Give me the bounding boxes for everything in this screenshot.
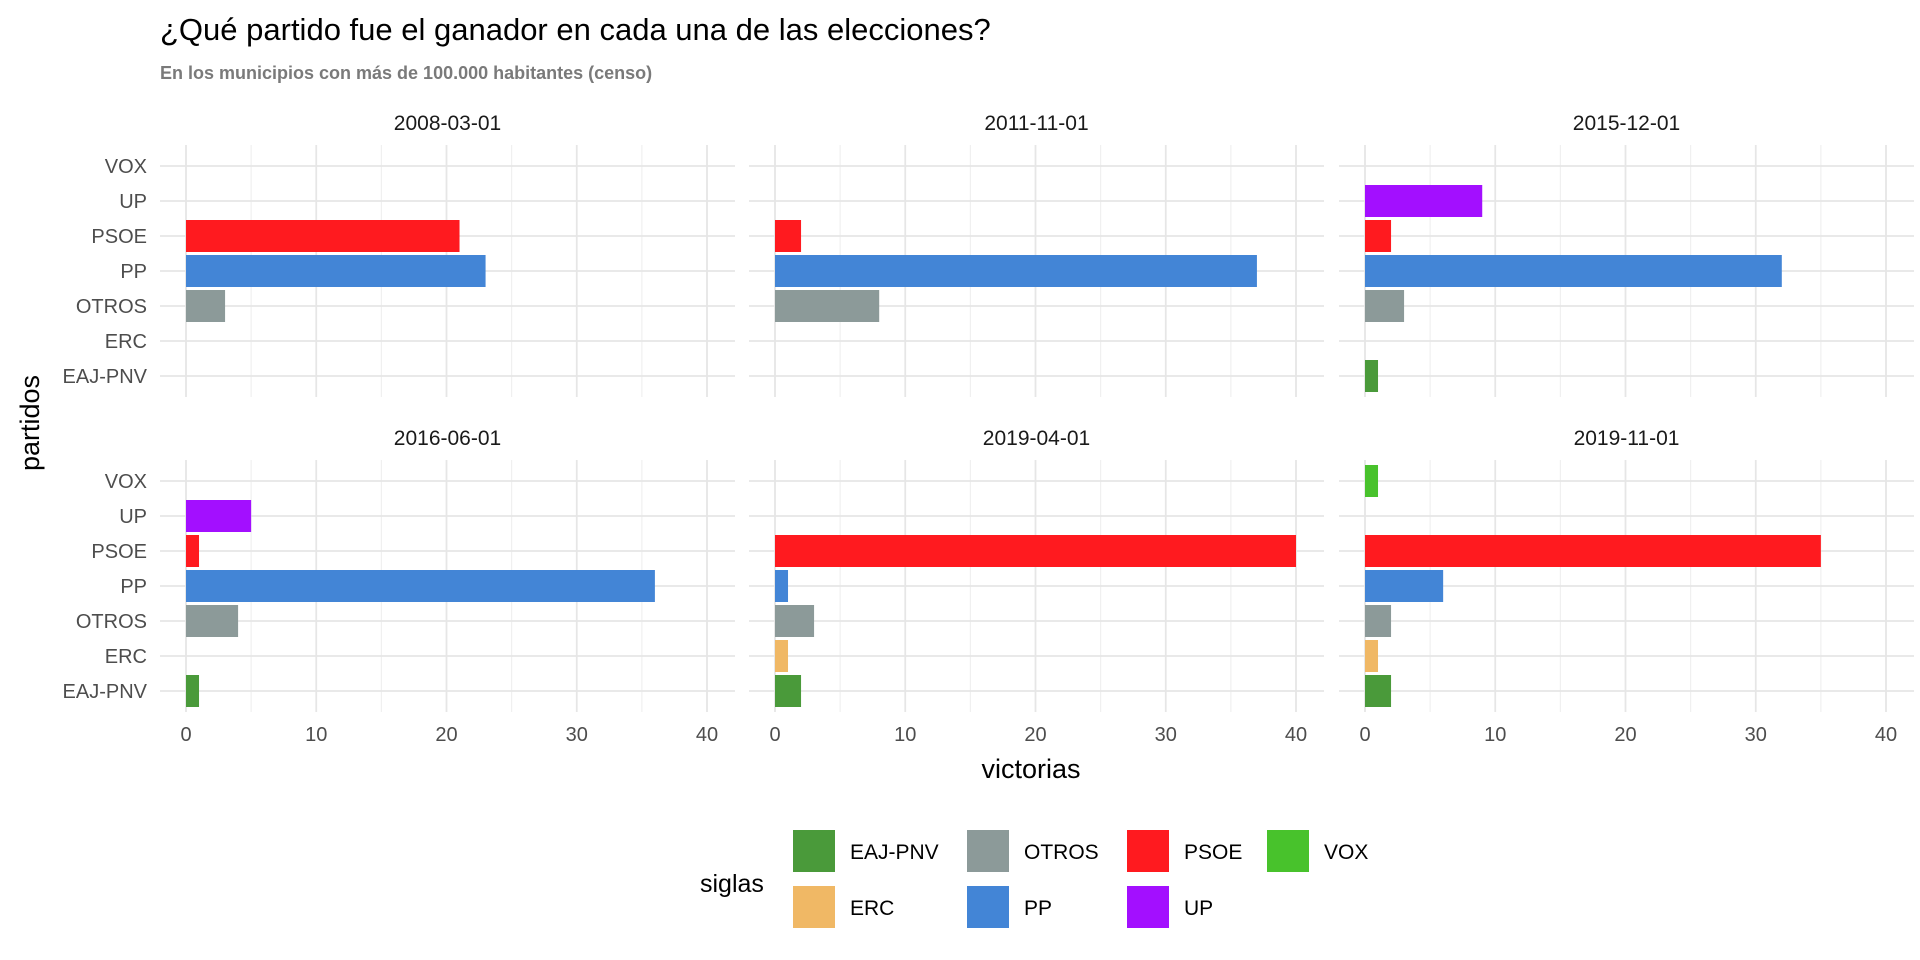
bar-eaj-pnv: [1365, 360, 1379, 392]
x-tick-label: 20: [1024, 724, 1046, 746]
x-tick-label: 30: [1745, 724, 1767, 746]
legend-label: UP: [1184, 897, 1213, 920]
legend-item: OTROS: [967, 830, 1099, 872]
x-tick-label: 30: [1155, 724, 1177, 746]
y-tick-label: OTROS: [76, 296, 147, 318]
bar-otros: [1365, 290, 1405, 322]
bar-otros: [775, 605, 815, 637]
legend-label: VOX: [1324, 841, 1368, 864]
bar-otros: [1365, 605, 1392, 637]
x-tick-label: 30: [566, 724, 588, 746]
bar-pp: [775, 255, 1257, 287]
y-tick-label: UP: [119, 191, 147, 213]
y-tick-label: UP: [119, 506, 147, 528]
bar-up: [186, 500, 252, 532]
legend-label: PP: [1024, 897, 1052, 920]
bar-psoe: [1365, 535, 1821, 567]
bar-erc: [1365, 640, 1379, 672]
legend-label: PSOE: [1184, 841, 1242, 864]
x-axis-label: victorias: [981, 754, 1080, 784]
legend-title: siglas: [700, 870, 764, 898]
legend-item: UP: [1127, 886, 1213, 928]
legend-item: VOX: [1267, 830, 1368, 872]
x-tick-label: 40: [696, 724, 718, 746]
bar-pp: [186, 570, 655, 602]
legend-swatch: [1127, 886, 1169, 928]
bar-eaj-pnv: [775, 675, 802, 707]
bar-psoe: [186, 220, 460, 252]
facet-panel: 2015-12-01: [1339, 112, 1914, 397]
bar-up: [1365, 185, 1483, 217]
y-tick-label: OTROS: [76, 611, 147, 633]
facet-label: 2015-12-01: [1573, 112, 1680, 135]
x-tick-label: 0: [769, 724, 780, 746]
legend-label: EAJ-PNV: [850, 841, 939, 864]
x-tick-label: 10: [305, 724, 327, 746]
bar-otros: [775, 290, 880, 322]
x-tick-label: 40: [1285, 724, 1307, 746]
facet-panel: 2016-06-01 VOX UP PSOE PP OTROS ERC EAJ-PNV 0 10 2…: [63, 427, 735, 746]
y-tick-label: PP: [120, 576, 147, 598]
legend-swatch: [967, 886, 1009, 928]
y-tick-label: ERC: [105, 331, 147, 353]
y-tick-label: PSOE: [91, 226, 147, 248]
bar-otros: [186, 605, 239, 637]
facet-label: 2011-11-01: [984, 112, 1088, 135]
bar-pp: [775, 570, 789, 602]
facet-label: 2008-03-01: [394, 112, 501, 135]
bar-eaj-pnv: [1365, 675, 1392, 707]
x-tick-label: 0: [180, 724, 191, 746]
facet-panel: 2008-03-01 VOX UP PSOE PP OTROS ERC EAJ-PNV: [63, 112, 735, 397]
x-tick-label: 20: [435, 724, 457, 746]
legend-item: EAJ-PNV: [793, 830, 939, 872]
chart-subtitle: En los municipios con más de 100.000 hab…: [160, 63, 652, 83]
facet-label: 2019-04-01: [983, 427, 1090, 450]
facet-label: 2016-06-01: [394, 427, 501, 450]
y-tick-label: EAJ-PNV: [63, 366, 148, 388]
y-tick-label: VOX: [105, 156, 147, 178]
chart-title: ¿Qué partido fue el ganador en cada una …: [160, 12, 991, 47]
legend-swatch: [1267, 830, 1309, 872]
x-tick-label: 20: [1614, 724, 1636, 746]
legend: siglas EAJ-PNV ERC OTROS PP PSOE UP VOX: [700, 830, 1368, 928]
bar-eaj-pnv: [186, 675, 200, 707]
y-tick-label: PP: [120, 261, 147, 283]
x-tick-label: 40: [1875, 724, 1897, 746]
y-tick-label: ERC: [105, 646, 147, 668]
facet-panel: 2019-04-01 0 10 20 30 40: [749, 427, 1324, 746]
bar-erc: [775, 640, 789, 672]
legend-swatch: [1127, 830, 1169, 872]
legend-swatch: [793, 886, 835, 928]
bar-vox: [1365, 465, 1379, 497]
y-tick-label: EAJ-PNV: [63, 681, 148, 703]
bar-psoe: [186, 535, 200, 567]
legend-label: ERC: [850, 897, 894, 920]
x-tick-label: 10: [894, 724, 916, 746]
bar-psoe: [1365, 220, 1392, 252]
facet-panel: 2019-11-01 0 10 20 30 40: [1339, 427, 1914, 746]
y-tick-label: PSOE: [91, 541, 147, 563]
legend-swatch: [967, 830, 1009, 872]
bar-psoe: [775, 220, 802, 252]
bar-pp: [1365, 570, 1444, 602]
facet-label: 2019-11-01: [1574, 427, 1680, 450]
facet-panel: 2011-11-01: [749, 112, 1324, 397]
y-axis-label: partidos: [15, 375, 45, 471]
bar-pp: [1365, 255, 1782, 287]
facet-panels: 2008-03-01 VOX UP PSOE PP OTROS ERC EAJ-PNV 2011…: [63, 112, 1914, 746]
y-tick-label: VOX: [105, 471, 147, 493]
x-tick-label: 10: [1484, 724, 1506, 746]
x-tick-label: 0: [1359, 724, 1370, 746]
bar-pp: [186, 255, 486, 287]
legend-item: ERC: [793, 886, 894, 928]
bar-psoe: [775, 535, 1296, 567]
legend-item: PSOE: [1127, 830, 1242, 872]
legend-label: OTROS: [1024, 841, 1099, 864]
legend-swatch: [793, 830, 835, 872]
bar-otros: [186, 290, 226, 322]
legend-item: PP: [967, 886, 1052, 928]
